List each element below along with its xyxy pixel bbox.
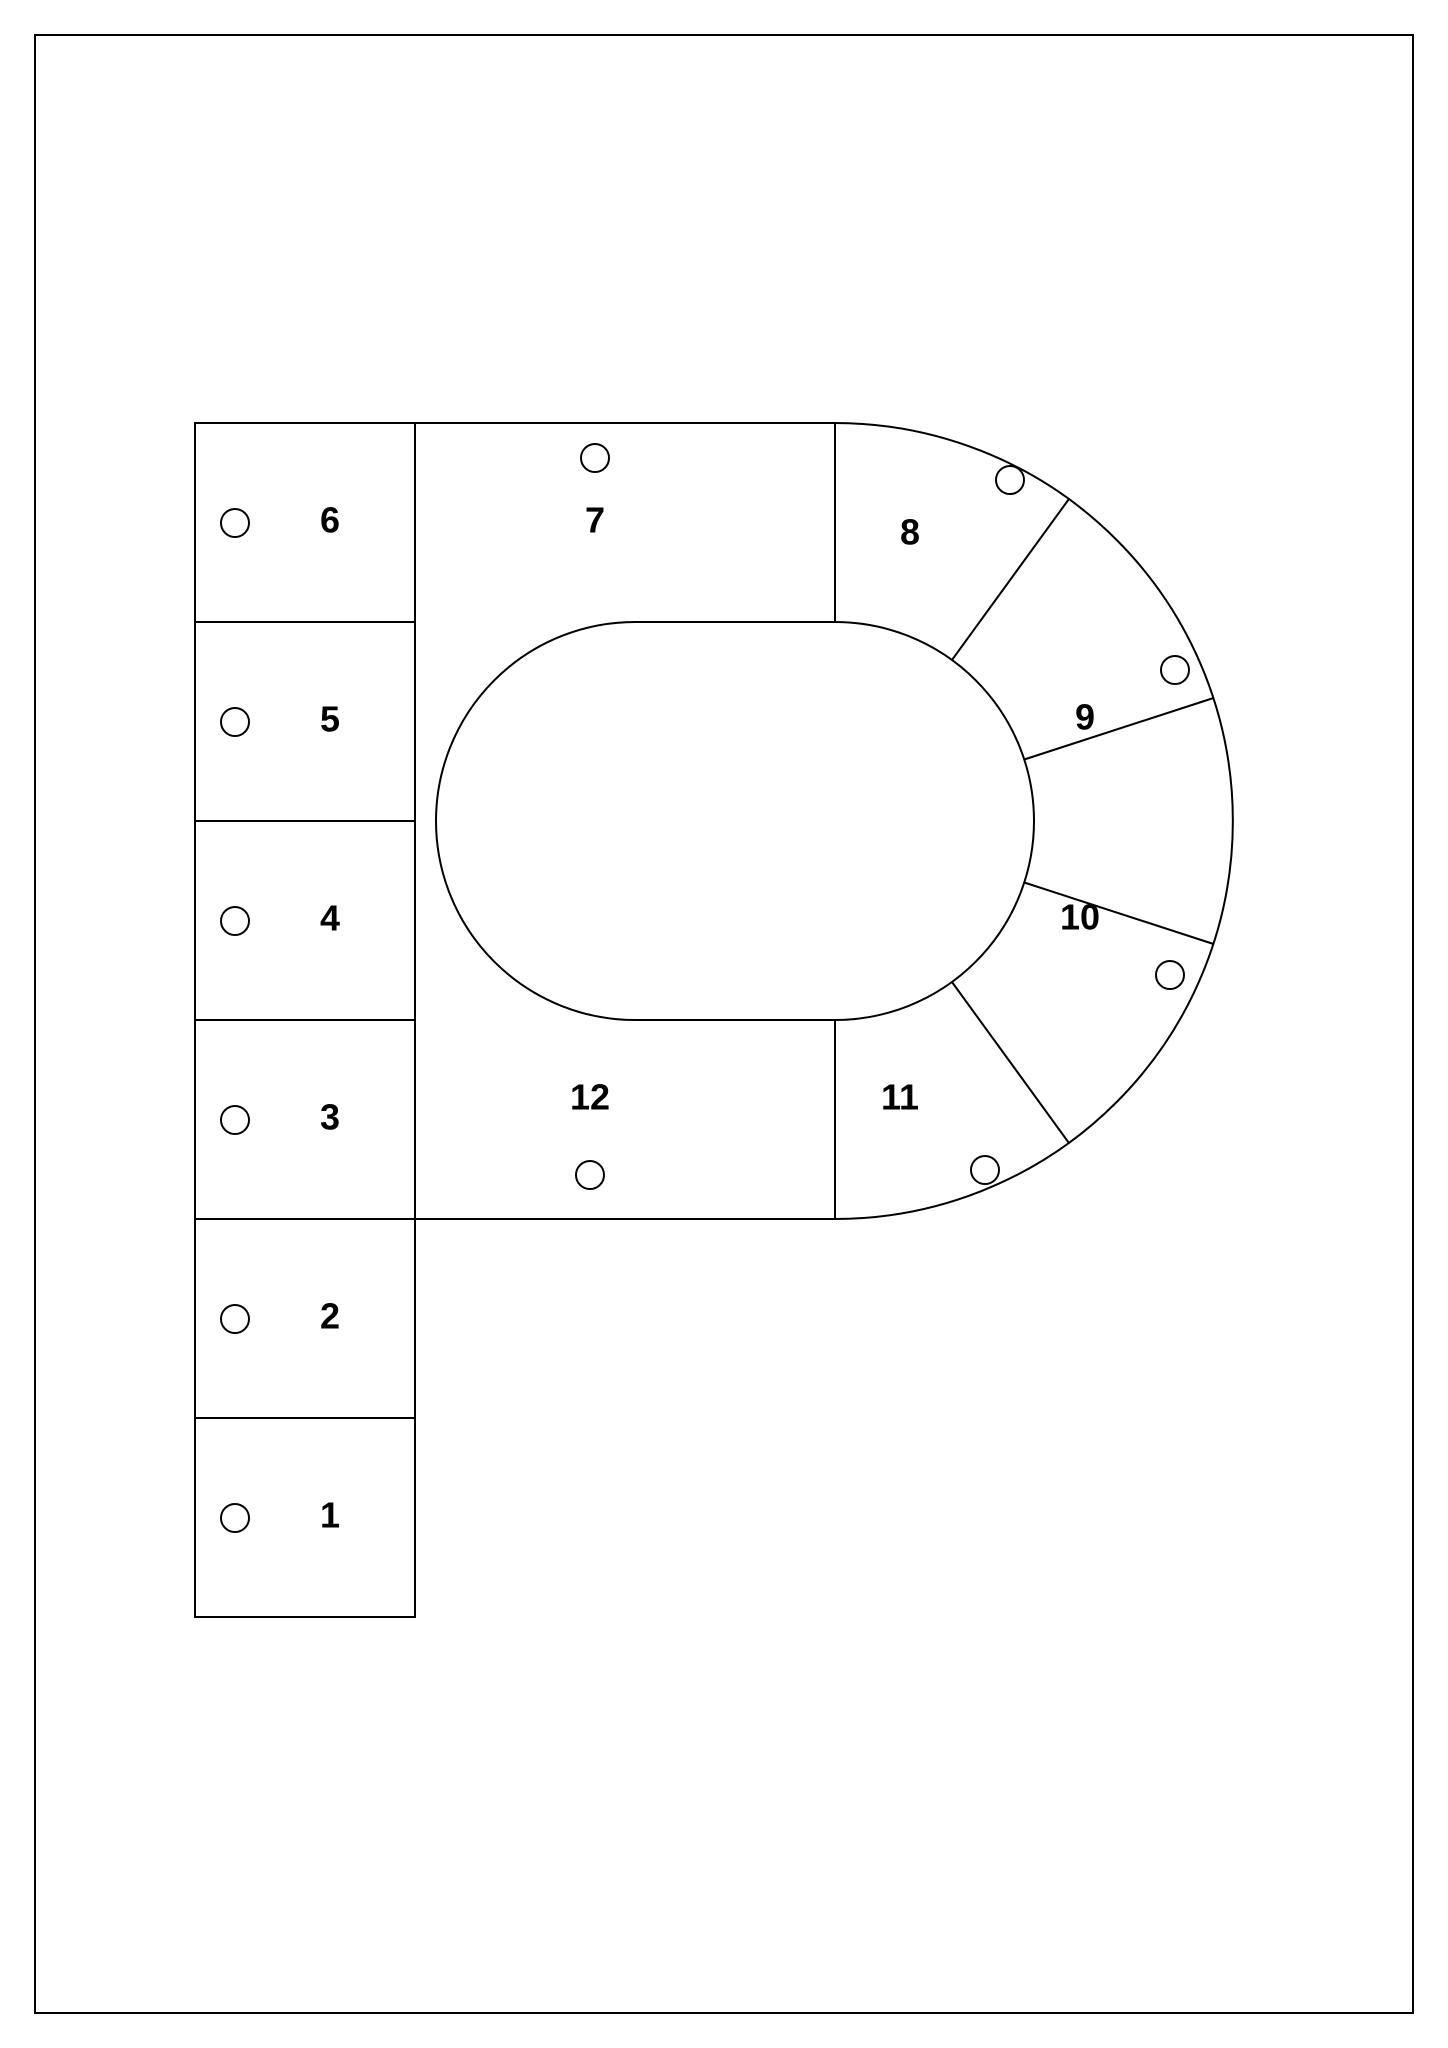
page-frame <box>34 34 1414 2014</box>
